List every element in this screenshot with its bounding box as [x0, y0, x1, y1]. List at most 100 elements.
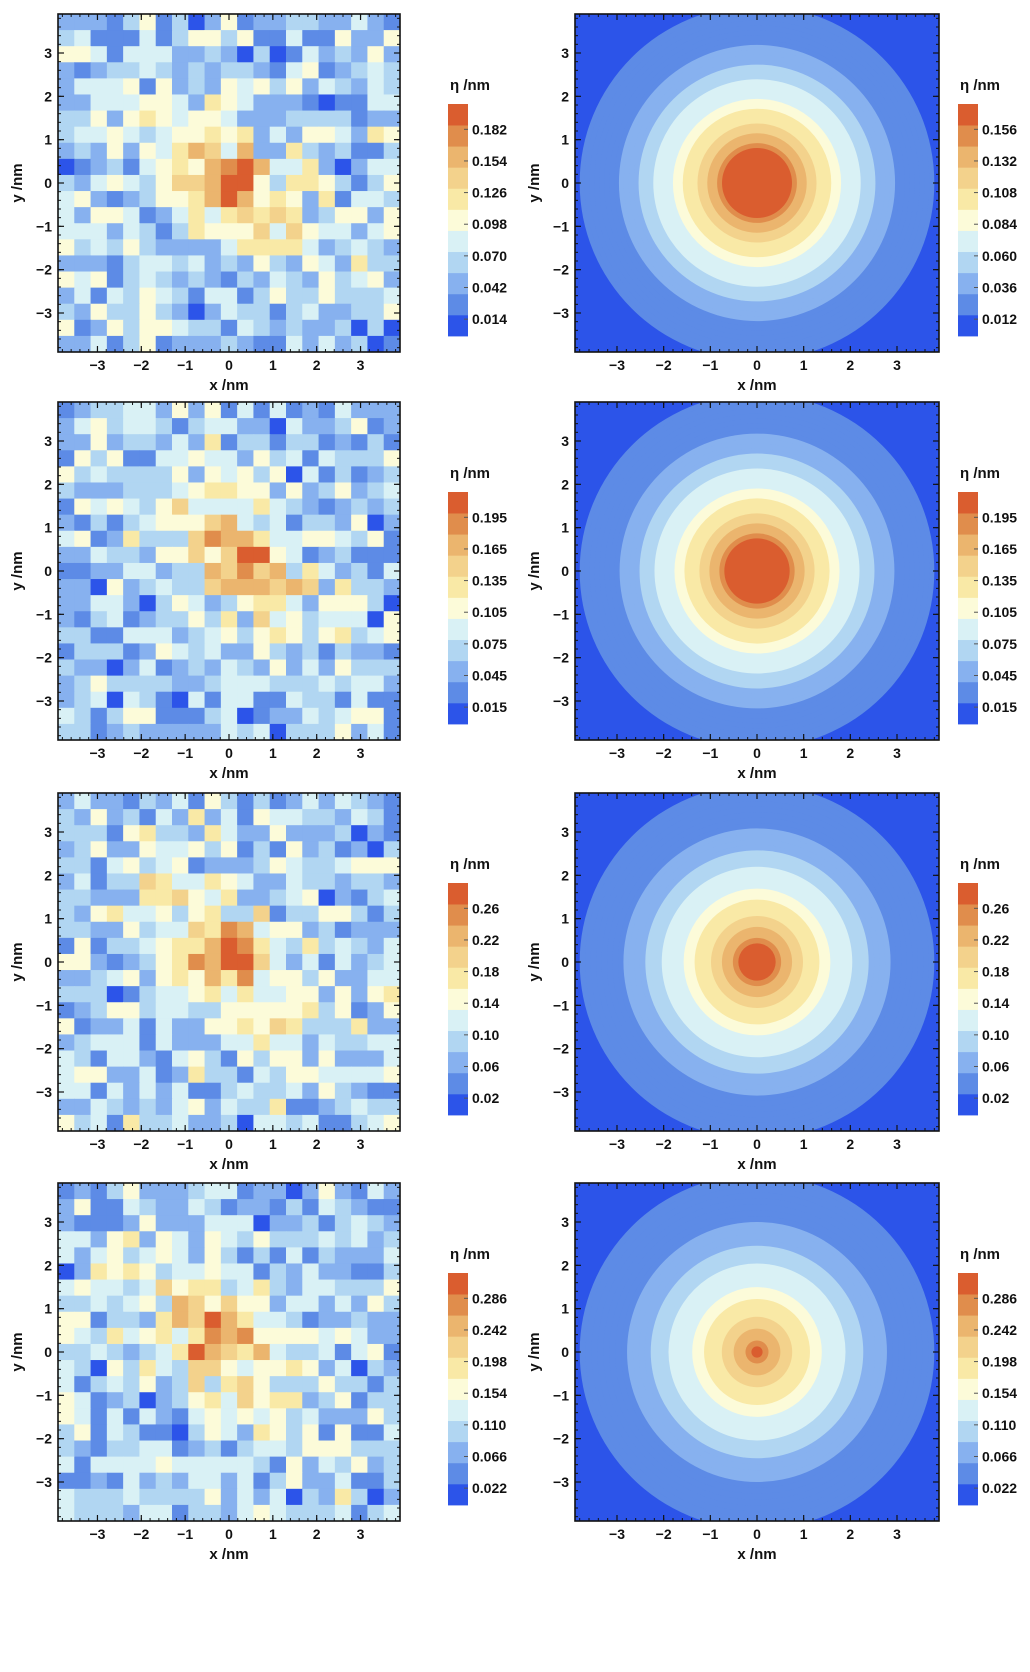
heatmap-cell: [220, 1247, 238, 1265]
heatmap-cell: [106, 30, 124, 47]
heatmap-cell: [188, 1050, 206, 1068]
heatmap-cell: [237, 937, 255, 955]
heatmap-cell: [351, 303, 369, 321]
y-tick-label: 1: [44, 520, 52, 536]
heatmap-cell: [106, 723, 124, 740]
x-tick-label: −1: [177, 1526, 193, 1542]
heatmap-cell: [172, 825, 189, 842]
colorbar-swatch: [958, 946, 978, 968]
heatmap-cell: [90, 1082, 108, 1100]
heatmap-cell: [58, 986, 75, 1003]
colorbar-tick-label: 0.14: [982, 995, 1009, 1011]
heatmap-cell: [286, 14, 303, 31]
heatmap-cell: [286, 30, 303, 47]
heatmap-cell: [90, 889, 108, 907]
heatmap-cell: [334, 191, 352, 208]
heatmap-cell: [74, 579, 92, 596]
heatmap-cell: [237, 1392, 255, 1409]
heatmap-cell: [74, 1002, 92, 1019]
heatmap-cell: [58, 723, 75, 740]
heatmap-cell: [172, 482, 189, 500]
heatmap-cell: [106, 450, 124, 467]
heatmap-cell: [155, 1456, 173, 1474]
heatmap-cell: [90, 809, 108, 826]
heatmap-cell: [123, 450, 141, 467]
heatmap-cell: [383, 78, 400, 96]
heatmap-cell: [367, 450, 385, 467]
heatmap-cell: [172, 611, 189, 628]
colorbar-swatch: [958, 1336, 978, 1358]
heatmap-cell: [253, 921, 271, 939]
heatmap-cell: [123, 675, 141, 693]
heatmap-cell: [74, 1327, 92, 1345]
heatmap-cell: [318, 402, 336, 419]
heatmap-cell: [318, 659, 336, 677]
heatmap-cell: [237, 970, 255, 987]
heatmap-cell: [123, 158, 141, 176]
heatmap-cell: [269, 937, 287, 955]
heatmap-cell: [74, 1183, 92, 1200]
heatmap-cell: [220, 675, 238, 693]
x-tick-label: −2: [656, 1136, 672, 1152]
heatmap-cell: [318, 1114, 336, 1131]
heatmap-cell: [155, 142, 173, 160]
heatmap-cell: [237, 1002, 255, 1019]
colorbar-swatch: [448, 314, 468, 337]
heatmap-cell: [90, 126, 108, 144]
heatmap-cell: [237, 857, 255, 875]
x-tick-label: −3: [89, 1526, 105, 1542]
heatmap-cell: [106, 223, 124, 240]
heatmap-cell: [351, 691, 369, 709]
heatmap-cell: [334, 1002, 352, 1019]
colorbar-title: η /nm: [450, 856, 490, 873]
heatmap-core: [751, 1346, 763, 1358]
heatmap-cell: [302, 793, 320, 810]
heatmap-cell: [172, 659, 189, 677]
heatmap-cell: [106, 126, 124, 144]
heatmap-cell: [139, 707, 157, 725]
heatmap-cell: [123, 46, 141, 63]
heatmap-cell: [155, 466, 173, 484]
heatmap-cell: [351, 1295, 369, 1313]
heatmap-cell: [351, 841, 369, 858]
heatmap-cell: [334, 1408, 352, 1426]
heatmap-cell: [90, 14, 108, 31]
heatmap-cell: [172, 793, 189, 810]
heatmap-cell: [74, 450, 92, 467]
y-tick-label: 2: [561, 867, 569, 883]
heatmap-cell: [220, 1392, 238, 1409]
heatmap-cell: [106, 1066, 124, 1084]
heatmap-cell: [204, 970, 222, 987]
heatmap-cell: [139, 841, 157, 858]
heatmap-cell: [269, 1034, 287, 1052]
heatmap-cell: [302, 579, 320, 596]
heatmap-cell: [204, 514, 222, 532]
heatmap-cell: [253, 953, 271, 971]
x-tick-label: −3: [609, 1526, 625, 1542]
colorbar-swatch: [958, 188, 978, 210]
heatmap-cell: [139, 873, 157, 891]
heatmap-cell: [188, 1504, 206, 1521]
heatmap-cell: [90, 402, 108, 419]
heatmap-cell: [123, 1183, 141, 1200]
colorbar-swatch: [958, 681, 978, 704]
y-tick-label: 3: [44, 824, 52, 840]
heatmap-cell: [106, 174, 124, 192]
colorbar-title: η /nm: [450, 1246, 490, 1263]
heatmap-cell: [220, 530, 238, 548]
heatmap-cell: [351, 498, 369, 516]
heatmap-cell: [351, 675, 369, 693]
y-tick-label: −2: [36, 650, 52, 666]
heatmap-cell: [367, 223, 385, 240]
heatmap-cell: [351, 857, 369, 875]
heatmap-cell: [302, 335, 320, 352]
heatmap-cell: [318, 319, 336, 337]
heatmap-cell: [351, 579, 369, 596]
heatmap-cell: [302, 1199, 320, 1216]
heatmap-cell: [74, 1098, 92, 1116]
heatmap-cell: [269, 1082, 287, 1100]
heatmap-cell: [286, 482, 303, 500]
heatmap-cell: [237, 1231, 255, 1248]
heatmap-cell: [172, 841, 189, 858]
heatmap-cell: [367, 873, 385, 891]
